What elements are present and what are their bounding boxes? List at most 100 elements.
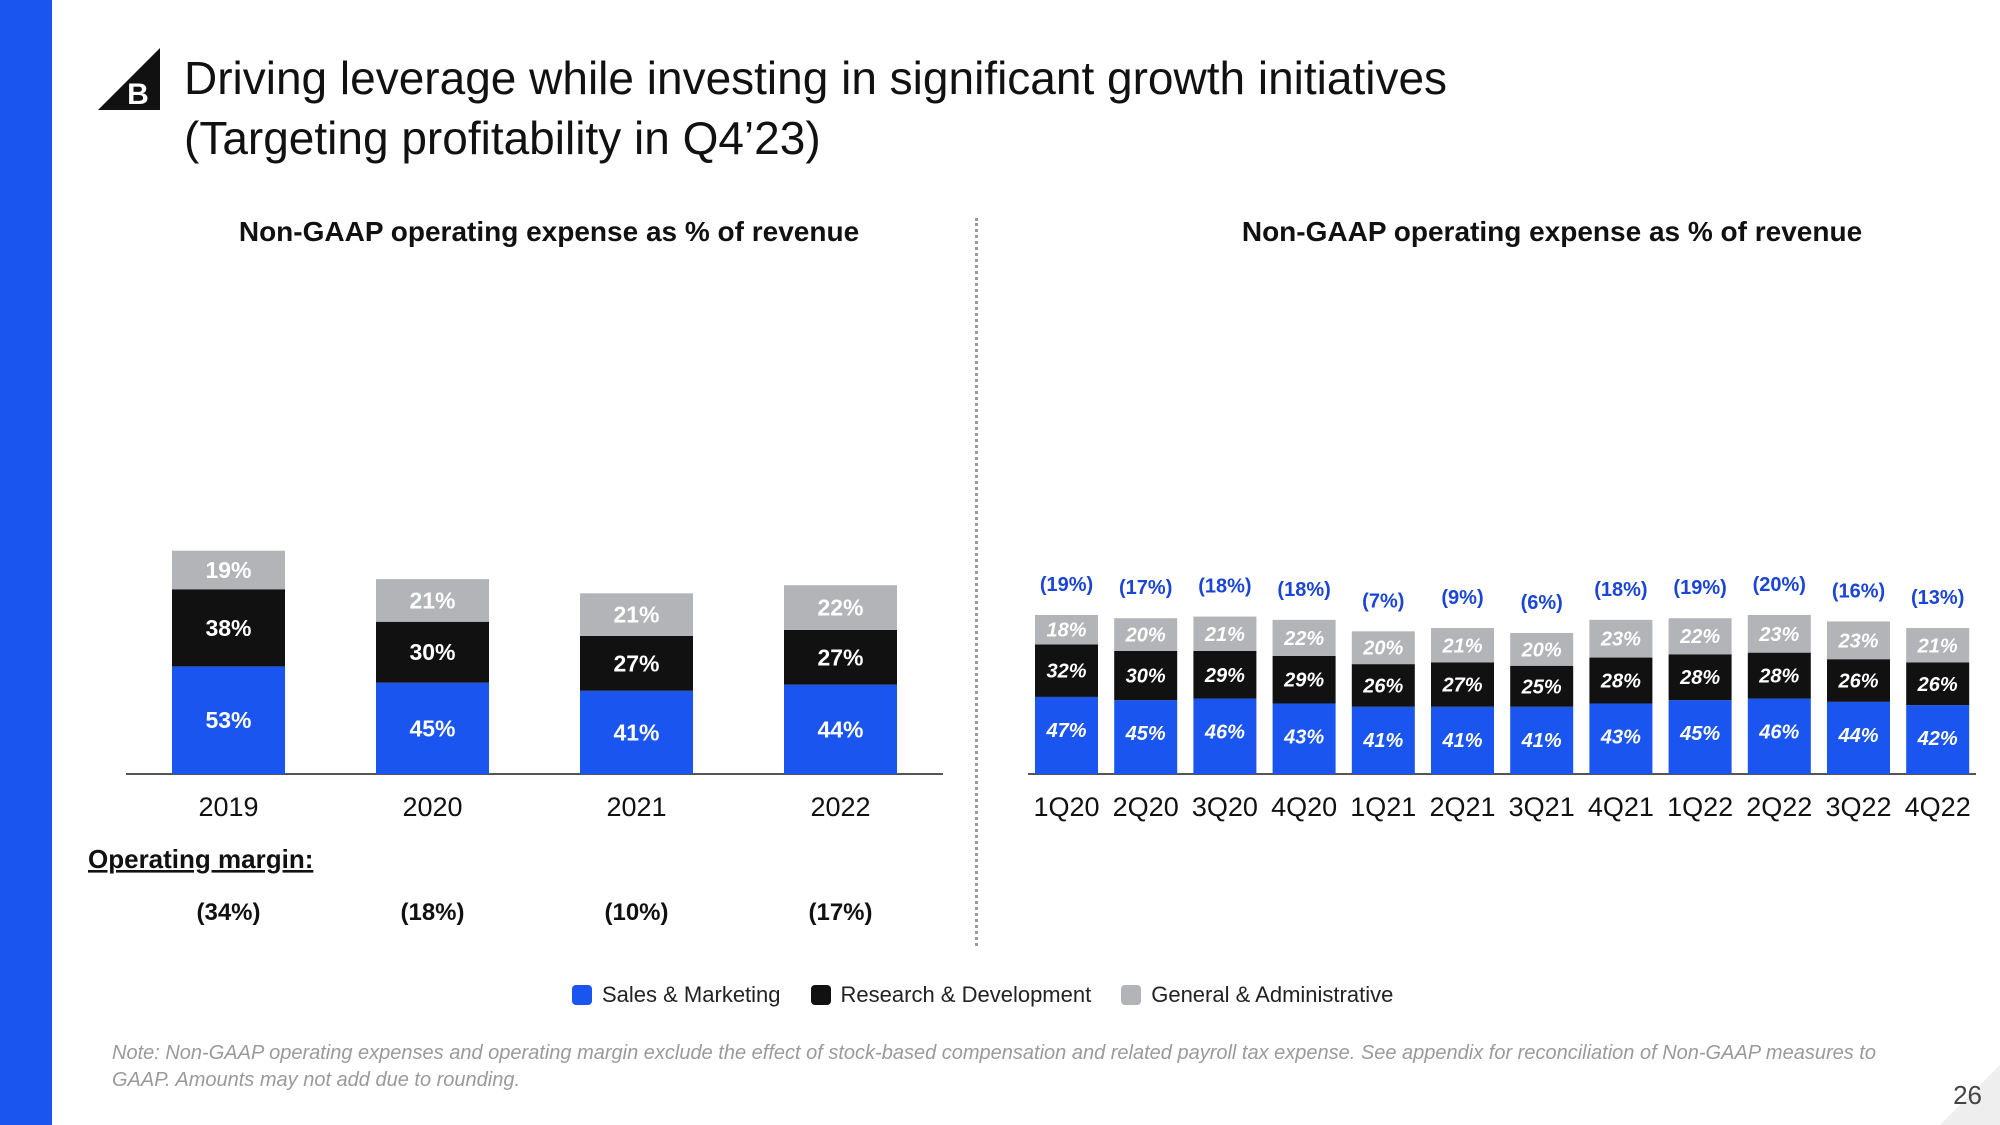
- quarterly-label-general-admin-4Q21: 23%: [1600, 629, 1641, 651]
- quarterly-bar-general-admin-4Q21: [1589, 619, 1653, 658]
- page-title-line-2: (Targeting profitability in Q4’23): [184, 112, 821, 164]
- legend-item-research-development: Research & Development: [810, 982, 1091, 1008]
- annual-label-research-development-2021: 27%: [613, 650, 659, 676]
- quarterly-label-sales-marketing-1Q20: 47%: [1045, 720, 1086, 742]
- quarterly-category-label-2Q21: 2Q21: [1429, 792, 1495, 822]
- quarterly-bar-sales-marketing-1Q22: [1668, 700, 1732, 774]
- charts-canvas: Non-GAAP operating expense as % of reven…: [88, 216, 1976, 926]
- quarterly-bar-general-admin-3Q22: [1827, 621, 1890, 660]
- quarterly-category-label-2Q22: 2Q22: [1746, 792, 1812, 822]
- annual-operating-margin-2020: (18%): [400, 899, 464, 926]
- quarterly-bar-general-admin-4Q22: [1906, 628, 1970, 663]
- annual-label-general-admin-2019: 19%: [205, 557, 251, 583]
- annual-operating-margin-2021: (10%): [604, 899, 668, 926]
- quarterly-label-research-development-4Q22: 26%: [1917, 674, 1958, 696]
- quarterly-operating-margin-4Q20: (18%): [1277, 579, 1330, 601]
- quarterly-operating-margin-2Q21: (9%): [1441, 587, 1483, 609]
- quarterly-bar-research-development-4Q20: [1272, 655, 1336, 704]
- annual-label-general-admin-2022: 22%: [817, 595, 863, 621]
- legend-item-general-admin: General & Administrative: [1121, 982, 1393, 1008]
- quarterly-bar-research-development-3Q22: [1827, 659, 1890, 702]
- footnote: Note: Non-GAAP operating expenses and op…: [112, 1042, 1876, 1091]
- quarterly-label-sales-marketing-4Q20: 43%: [1283, 726, 1324, 748]
- page-corner-decoration: [1940, 1065, 2000, 1125]
- annual-label-sales-marketing-2020: 45%: [409, 715, 455, 741]
- quarterly-bar-sales-marketing-2Q21: [1431, 706, 1494, 774]
- quarterly-bar-research-development-1Q22: [1668, 654, 1732, 701]
- quarterly-bar-sales-marketing-1Q20: [1035, 696, 1098, 774]
- quarterly-bar-general-admin-4Q20: [1272, 619, 1336, 656]
- page-number: 26: [1953, 1080, 1982, 1110]
- legend-item-sales-marketing: Sales & Marketing: [572, 982, 781, 1008]
- page-title: Driving leverage while investing in sign…: [184, 48, 1684, 168]
- quarterly-label-research-development-2Q21: 27%: [1441, 675, 1482, 697]
- quarterly-label-research-development-3Q21: 25%: [1521, 676, 1562, 698]
- annual-bar-research-development-2022: [784, 629, 897, 685]
- quarterly-bar-general-admin-2Q21: [1431, 628, 1494, 663]
- quarterly-label-sales-marketing-4Q22: 42%: [1917, 728, 1958, 750]
- quarterly-bar-sales-marketing-3Q22: [1827, 701, 1890, 774]
- quarterly-category-label-4Q21: 4Q21: [1588, 792, 1654, 822]
- annual-bar-sales-marketing-2021: [580, 690, 693, 774]
- quarterly-label-research-development-1Q22: 28%: [1679, 667, 1720, 689]
- quarterly-bar-research-development-2Q22: [1747, 652, 1811, 699]
- quarterly-category-label-1Q21: 1Q21: [1350, 792, 1416, 822]
- quarterly-bar-general-admin-2Q20: [1114, 618, 1178, 651]
- quarterly-bar-research-development-2Q21: [1431, 662, 1494, 707]
- quarterly-label-sales-marketing-3Q21: 41%: [1521, 730, 1562, 752]
- chart-divider: [975, 218, 978, 946]
- annual-label-sales-marketing-2019: 53%: [205, 707, 251, 733]
- quarterly-bar-general-admin-3Q21: [1510, 632, 1574, 666]
- quarterly-operating-margin-1Q22: (19%): [1673, 577, 1726, 599]
- quarterly-bar-research-development-3Q21: [1510, 665, 1574, 707]
- operating-margin-label: Operating margin:: [88, 844, 313, 874]
- quarterly-operating-margin-3Q22: (16%): [1832, 580, 1885, 602]
- legend-label-general-admin: General & Administrative: [1151, 982, 1394, 1007]
- quarterly-category-label-1Q20: 1Q20: [1033, 792, 1099, 822]
- quarterly-label-research-development-2Q20: 30%: [1126, 666, 1166, 688]
- quarterly-operating-margin-4Q22: (13%): [1911, 587, 1964, 609]
- annual-bar-sales-marketing-2020: [376, 682, 489, 774]
- annual-operating-margin-2019: (34%): [196, 899, 260, 926]
- quarterly-label-sales-marketing-4Q21: 43%: [1600, 726, 1641, 748]
- quarterly-bar-sales-marketing-3Q20: [1193, 698, 1257, 774]
- quarterly-bar-sales-marketing-1Q21: [1351, 706, 1415, 774]
- annual-bar-sales-marketing-2019: [172, 666, 285, 774]
- annual-label-general-admin-2020: 21%: [409, 587, 455, 613]
- annual-chart-title: Non-GAAP operating expense as % of reven…: [239, 216, 859, 247]
- quarterly-bar-sales-marketing-2Q22: [1747, 698, 1811, 774]
- quarterly-label-general-admin-2Q21: 21%: [1441, 635, 1482, 657]
- quarterly-label-sales-marketing-2Q21: 41%: [1441, 730, 1482, 752]
- annual-operating-margin-2022: (17%): [808, 899, 872, 926]
- annual-label-sales-marketing-2022: 44%: [817, 716, 863, 742]
- quarterly-category-label-2Q20: 2Q20: [1113, 792, 1179, 822]
- quarterly-operating-margin-1Q21: (7%): [1362, 590, 1404, 612]
- quarterly-bar-research-development-4Q21: [1589, 657, 1653, 704]
- quarterly-bar-research-development-1Q21: [1351, 664, 1415, 707]
- quarterly-bar-sales-marketing-3Q21: [1510, 706, 1574, 774]
- quarterly-operating-margin-3Q21: (6%): [1521, 592, 1563, 614]
- annual-label-general-admin-2021: 21%: [613, 602, 659, 628]
- quarterly-bar-general-admin-2Q22: [1747, 614, 1811, 653]
- quarterly-bar-general-admin-1Q20: [1035, 614, 1098, 645]
- quarterly-label-research-development-4Q20: 29%: [1283, 670, 1324, 692]
- annual-bar-research-development-2020: [376, 621, 489, 683]
- quarterly-category-label-3Q22: 3Q22: [1825, 792, 1891, 822]
- quarterly-category-label-4Q22: 4Q22: [1905, 792, 1971, 822]
- quarterly-bar-research-development-4Q22: [1906, 662, 1970, 706]
- quarterly-label-general-admin-1Q20: 18%: [1046, 620, 1086, 642]
- annual-category-label-2021: 2021: [606, 792, 666, 822]
- annual-category-label-2019: 2019: [198, 792, 258, 822]
- quarterly-label-research-development-3Q20: 29%: [1204, 665, 1245, 687]
- quarterly-label-general-admin-1Q22: 22%: [1679, 626, 1720, 648]
- quarterly-label-general-admin-2Q22: 23%: [1758, 624, 1799, 646]
- quarterly-bar-general-admin-1Q21: [1351, 631, 1415, 665]
- legend-label-sales-marketing: Sales & Marketing: [602, 982, 781, 1007]
- annual-category-label-2022: 2022: [810, 792, 870, 822]
- quarterly-label-sales-marketing-1Q22: 45%: [1679, 723, 1720, 745]
- quarterly-label-general-admin-3Q20: 21%: [1204, 624, 1245, 646]
- quarterly-category-label-1Q22: 1Q22: [1667, 792, 1733, 822]
- legend: Sales & Marketing Research & Development…: [572, 982, 1393, 1008]
- quarterly-bar-sales-marketing-4Q20: [1272, 703, 1336, 774]
- quarterly-label-general-admin-3Q22: 23%: [1837, 630, 1878, 652]
